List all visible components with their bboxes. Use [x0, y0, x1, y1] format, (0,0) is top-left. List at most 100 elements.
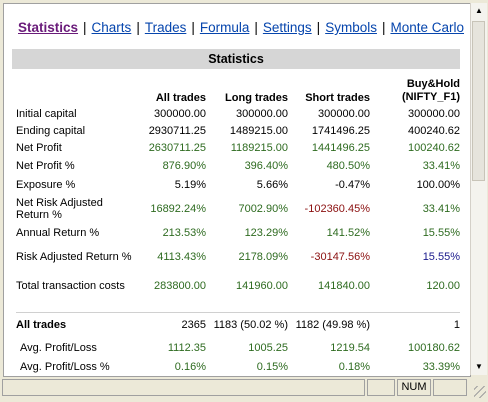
cell-short: -102360.45% [304, 203, 370, 215]
cell-long: 0.15% [256, 360, 288, 373]
cell-short: 1219.54 [330, 341, 370, 354]
row-label: Net Profit % [16, 160, 75, 172]
cell-long: 1005.25 [248, 341, 288, 354]
cell-buyhold: 120.00 [426, 280, 460, 292]
row-label: Avg. Profit/Loss [20, 341, 97, 354]
cell-short: -0.47% [335, 178, 370, 191]
cell-short: 1441496.25 [311, 142, 370, 154]
report-pane[interactable]: Statistics | Charts | Trades | Formula | Setting… [3, 3, 471, 377]
scroll-down-arrow-icon[interactable]: ▼ [475, 362, 483, 371]
status-pane-caps [367, 379, 395, 396]
table-row: Exposure % 5.19% 5.66% -0.47% 100.00% [16, 175, 460, 194]
cell-all: 16892.24% [150, 203, 206, 215]
status-pane-main [2, 379, 365, 396]
nav-trades-link[interactable]: Trades [144, 20, 187, 35]
cell-all: 2930711.25 [148, 125, 206, 137]
cell-buyhold: 33.39% [422, 360, 460, 373]
cell-all: 4113.43% [157, 251, 206, 263]
table-row: Net Risk Adjusted Return % 16892.24% 700… [16, 194, 460, 224]
cell-all: 5.19% [174, 178, 206, 191]
nav-separator: | [191, 20, 195, 35]
row-label: Avg. Profit/Loss % [20, 360, 110, 373]
header-long-trades: Long trades [225, 92, 288, 104]
report-nav: Statistics | Charts | Trades | Formula | Setting… [18, 20, 464, 35]
cell-short: 480.50% [326, 160, 370, 172]
nav-separator: | [136, 20, 140, 35]
row-label: Net Risk Adjusted Return % [16, 197, 103, 221]
cell-long: 1183 (50.02 %) [213, 319, 288, 332]
nav-charts-link[interactable]: Charts [91, 20, 132, 35]
status-bar: NUM [0, 377, 488, 402]
table-row: Annual Return % 213.53% 123.29% 141.52% … [16, 224, 460, 242]
row-label: Exposure % [16, 178, 76, 191]
cell-all: 213.53% [162, 227, 206, 239]
cell-all: 300000.00 [154, 107, 206, 120]
row-label: All trades [16, 319, 67, 332]
table-row: Net Profit 2630711.25 1189215.00 1441496… [16, 139, 460, 157]
header-buy-hold: Buy&Hold (NIFTY_F1) [401, 78, 460, 103]
nav-formula-link[interactable]: Formula [199, 20, 250, 35]
cell-all: 0.16% [174, 360, 206, 373]
row-label: Initial capital [16, 107, 77, 120]
cell-buyhold: 33.41% [422, 160, 460, 172]
cell-buyhold: 1 [453, 319, 460, 332]
cell-buyhold: 100240.62 [408, 142, 460, 154]
cell-short: -30147.56% [310, 251, 370, 263]
table-row: All trades 2365 1183 (50.02 %) 1182 (49.… [16, 312, 460, 338]
spacer-row [16, 300, 460, 313]
cell-short: 141840.00 [318, 280, 370, 292]
scroll-up-arrow-icon[interactable]: ▲ [475, 6, 483, 15]
table-row: Avg. Profit/Loss 1112.35 1005.25 1219.54… [16, 338, 460, 357]
header-short-trades: Short trades [305, 92, 370, 104]
cell-buyhold: 15.55% [422, 251, 460, 263]
nav-separator: | [83, 20, 87, 35]
table-row: Initial capital 300000.00 300000.00 3000… [16, 104, 460, 123]
row-label: Total transaction costs [16, 280, 125, 292]
statistics-table: All trades Long trades Short trades Buy&… [16, 76, 460, 376]
nav-symbols-link[interactable]: Symbols [325, 20, 377, 35]
cell-long: 141960.00 [236, 280, 288, 292]
nav-settings-link[interactable]: Settings [262, 20, 312, 35]
nav-separator: | [254, 20, 258, 35]
nav-monte-carlo-link[interactable]: Monte Carlo [390, 20, 465, 35]
cell-short: 1182 (49.98 %) [295, 319, 370, 332]
row-label: Annual Return % [16, 227, 100, 239]
status-pane-scroll [433, 379, 467, 396]
cell-long: 1189215.00 [230, 142, 288, 154]
cell-buyhold: 100180.62 [408, 341, 460, 354]
cell-long: 123.29% [244, 227, 288, 239]
table-header-row: All trades Long trades Short trades Buy&… [16, 76, 460, 104]
table-row: Risk Adjusted Return % 4113.43% 2178.09%… [16, 242, 460, 272]
row-label: Net Profit [16, 142, 62, 154]
cell-long: 2178.09% [238, 251, 288, 263]
cell-all: 876.90% [162, 160, 206, 172]
cell-buyhold: 300000.00 [408, 107, 460, 120]
table-row: Total transaction costs 283800.00 141960… [16, 272, 460, 300]
table-row: Avg. Profit/Loss % 0.16% 0.15% 0.18% 33.… [16, 357, 460, 376]
cell-all: 283800.00 [154, 280, 206, 292]
cell-buyhold: 100.00% [416, 178, 460, 191]
cell-short: 1741496.25 [311, 125, 370, 137]
cell-long: 1489215.00 [229, 125, 288, 137]
cell-all: 1112.35 [167, 341, 206, 354]
section-title: Statistics [12, 49, 460, 69]
cell-short: 141.52% [326, 227, 370, 239]
cell-buyhold: 400240.62 [408, 125, 460, 137]
cell-long: 7002.90% [238, 203, 288, 215]
status-num-indicator: NUM [397, 379, 431, 396]
cell-buyhold: 33.41% [422, 203, 460, 215]
nav-separator: | [381, 20, 386, 35]
table-row: Ending capital 2930711.25 1489215.00 174… [16, 123, 460, 139]
cell-short: 0.18% [338, 360, 370, 373]
cell-short: 300000.00 [318, 107, 370, 120]
cell-long: 396.40% [244, 160, 288, 172]
cell-all: 2630711.25 [148, 142, 206, 154]
resize-grip-icon[interactable] [474, 386, 486, 398]
vertical-scrollbar[interactable]: ▲ ▼ [470, 3, 487, 375]
row-label: Risk Adjusted Return % [16, 251, 132, 263]
nav-separator: | [316, 20, 321, 35]
nav-statistics-link[interactable]: Statistics [18, 20, 79, 35]
cell-long: 5.66% [256, 178, 288, 191]
scrollbar-thumb[interactable] [472, 21, 485, 181]
